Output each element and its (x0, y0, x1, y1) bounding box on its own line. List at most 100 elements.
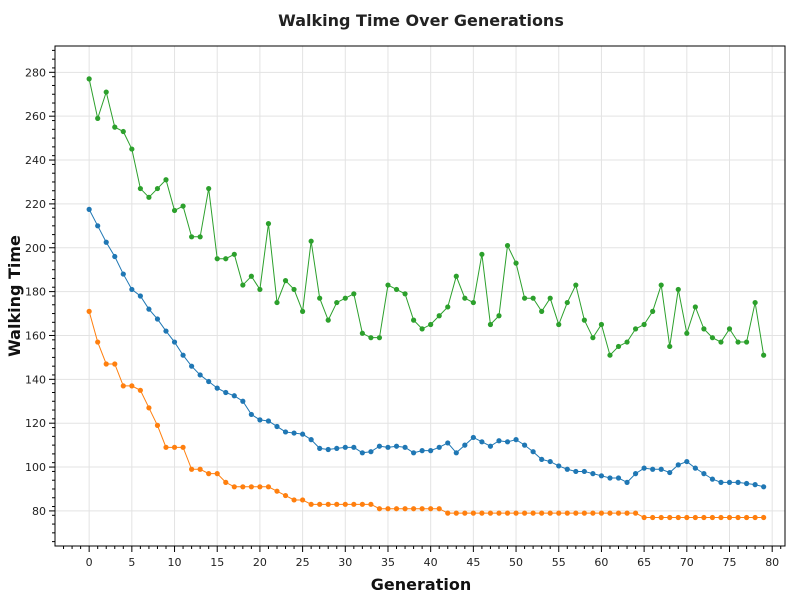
data-point (342, 295, 348, 301)
y-tick-label: 80 (32, 505, 46, 518)
data-point (359, 330, 365, 336)
data-point (342, 444, 348, 450)
data-point (163, 444, 169, 450)
data-point (632, 326, 639, 332)
data-point (274, 488, 280, 494)
x-tick-label: 70 (680, 556, 694, 569)
data-point (445, 440, 451, 446)
data-point (180, 352, 186, 358)
data-point (95, 115, 101, 121)
data-point (206, 185, 212, 192)
data-point (479, 251, 485, 257)
data-point (206, 471, 212, 477)
grid-layer (55, 46, 785, 546)
data-point (171, 339, 178, 345)
data-point (615, 343, 622, 350)
data-point (112, 361, 118, 367)
data-point (351, 501, 357, 507)
data-point (103, 89, 109, 95)
x-tick-label: 10 (168, 556, 182, 569)
data-point (556, 463, 562, 469)
data-point (214, 385, 220, 391)
data-point (709, 476, 716, 482)
data-point (308, 437, 314, 443)
data-point (684, 458, 690, 465)
data-point (137, 293, 143, 299)
data-point (180, 203, 186, 209)
data-point (334, 501, 340, 507)
data-point (573, 468, 579, 475)
data-point (189, 363, 195, 369)
data-point (539, 456, 545, 462)
data-point (718, 514, 724, 521)
data-point (547, 510, 553, 516)
y-tick-label: 200 (25, 242, 46, 255)
data-point (615, 510, 622, 516)
data-point (419, 448, 425, 454)
data-point (470, 510, 476, 516)
data-point (103, 239, 109, 245)
data-point (223, 256, 229, 262)
data-point (154, 422, 161, 428)
x-tick-label: 30 (338, 556, 352, 569)
data-point (274, 299, 280, 306)
data-point (513, 260, 519, 266)
data-point (265, 484, 272, 490)
y-tick-label: 180 (25, 286, 46, 299)
data-point (385, 444, 391, 450)
series-layer (86, 76, 767, 521)
data-point (556, 510, 562, 516)
data-point (667, 469, 673, 476)
data-point (325, 501, 331, 507)
data-point (590, 510, 596, 516)
x-tick-label: 25 (296, 556, 310, 569)
data-point (504, 510, 511, 516)
data-point (248, 273, 254, 279)
data-point (402, 506, 408, 512)
data-point (240, 484, 246, 490)
data-point (675, 462, 681, 468)
x-tick-label: 5 (128, 556, 135, 569)
y-tick-label: 120 (25, 417, 46, 430)
x-tick-label: 0 (86, 556, 93, 569)
data-point (743, 339, 750, 345)
data-point (521, 295, 528, 301)
data-point (735, 514, 741, 521)
data-point (607, 510, 613, 516)
data-point (308, 238, 314, 244)
data-point (419, 506, 425, 512)
data-point (428, 321, 434, 328)
data-point (274, 423, 280, 430)
x-tick-label: 35 (381, 556, 395, 569)
data-point (334, 445, 340, 452)
data-point (675, 514, 681, 521)
data-point (351, 291, 357, 297)
data-point (709, 514, 716, 521)
data-point (581, 510, 587, 516)
data-point (120, 383, 126, 389)
data-point (564, 466, 570, 472)
data-point (735, 479, 741, 485)
data-point (291, 430, 297, 436)
data-point (214, 471, 220, 477)
x-tick-label: 15 (210, 556, 224, 569)
data-point (761, 352, 767, 358)
data-point (735, 339, 741, 345)
data-point (564, 510, 570, 516)
data-point (282, 429, 289, 435)
data-point (607, 352, 613, 358)
data-point (496, 510, 502, 516)
data-point (598, 510, 605, 516)
data-point (265, 221, 272, 227)
data-point (291, 497, 297, 503)
data-point (598, 321, 605, 328)
data-point (248, 484, 254, 490)
y-tick-label: 160 (25, 329, 46, 342)
data-point (317, 501, 323, 507)
data-point (300, 431, 306, 437)
x-axis-title: Generation (371, 575, 471, 594)
data-point (658, 514, 664, 521)
data-point (95, 223, 101, 229)
data-point (624, 339, 630, 345)
